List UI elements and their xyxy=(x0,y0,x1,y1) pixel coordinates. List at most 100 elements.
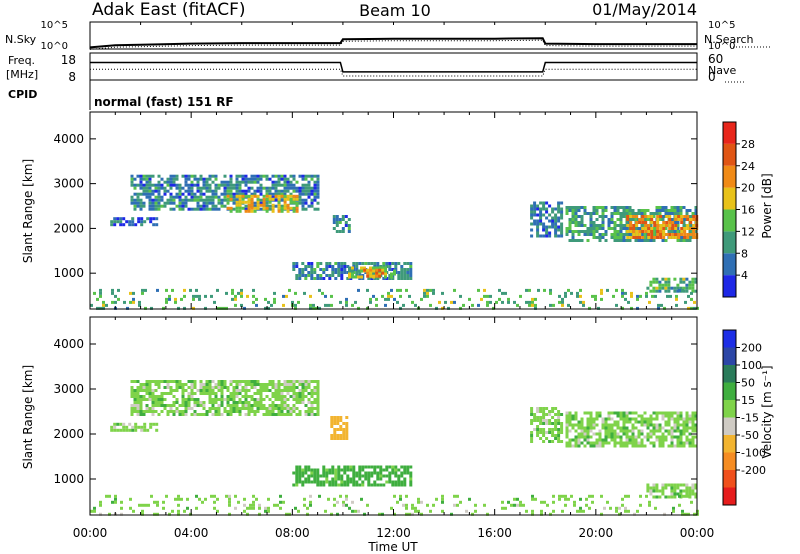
vel-cells-cell xyxy=(688,441,692,445)
power-cells-cell xyxy=(133,204,137,208)
power-cells-cell xyxy=(271,195,275,199)
vel-cells-cell xyxy=(685,429,689,433)
vel-cells-cell xyxy=(583,435,587,439)
power-cells-cell xyxy=(598,206,602,209)
power-cells-cell xyxy=(616,212,620,215)
power-cells-cell xyxy=(692,233,696,236)
vel-cells-cell xyxy=(340,483,344,487)
vel-cells-cell xyxy=(348,506,351,510)
power-cells-cell xyxy=(686,227,690,230)
vel-cells-cell xyxy=(286,383,290,386)
vel-cells-cell xyxy=(193,392,197,395)
vel-cells-cell xyxy=(202,389,206,392)
vel-cells-cell xyxy=(322,480,326,484)
power-cells-cell xyxy=(632,224,636,227)
vel-cells-cell xyxy=(333,431,337,434)
power-cells-cell xyxy=(193,192,197,196)
power-cells-cell xyxy=(271,197,275,201)
vel-cells-cell xyxy=(349,477,353,481)
power-cells-cell xyxy=(548,231,552,235)
velocity-colorbar-tick-label: 100 xyxy=(741,359,762,372)
power-cells-cell xyxy=(583,209,587,212)
vel-cells-cell xyxy=(316,477,320,481)
power-cells-cell xyxy=(208,189,212,193)
power-cells-cell xyxy=(241,192,245,196)
power-cells-cell xyxy=(589,230,593,233)
vel-cells-cell xyxy=(157,380,161,383)
power-cells-cell xyxy=(665,224,669,227)
power-cells-cell xyxy=(341,215,345,218)
vel-cells-cell xyxy=(548,422,552,425)
vel-cells-cell xyxy=(607,414,611,418)
vel-cells-cell xyxy=(328,471,332,475)
power-cells-cell xyxy=(641,215,645,218)
vel-cells-cell xyxy=(376,477,380,481)
power-cells-cell xyxy=(570,291,573,295)
vel-cells-cell xyxy=(667,429,671,433)
vel-cells-cell xyxy=(331,483,335,487)
power-cells-cell xyxy=(295,197,299,201)
power-cells-cell xyxy=(151,204,155,208)
power-cells-cell xyxy=(268,177,272,181)
vel-cells-cell xyxy=(208,386,212,389)
vel-cells-cell xyxy=(286,392,290,395)
power-cells-cell xyxy=(166,189,170,193)
vel-cells-cell xyxy=(295,386,299,389)
vel-cells-cell xyxy=(561,509,564,513)
power-cells-cell xyxy=(235,180,239,184)
power-cells-cell xyxy=(542,222,546,226)
power-cells-cell xyxy=(656,215,660,218)
vel-cells-cell xyxy=(211,389,215,392)
vel-cells-cell xyxy=(373,468,377,472)
power-cells-cell xyxy=(241,189,245,193)
vel-cells-cell xyxy=(649,486,653,490)
vel-cells-cell xyxy=(139,386,143,389)
power-cells-cell xyxy=(187,183,191,187)
power-cells-cell xyxy=(652,212,656,215)
vel-cells-cell xyxy=(316,386,320,389)
power-cells-cell xyxy=(286,183,290,187)
power-cells-cell xyxy=(196,207,200,211)
vel-cells-cell xyxy=(249,503,252,507)
vel-cells-cell xyxy=(417,500,420,504)
power-cells-cell xyxy=(277,180,281,184)
power-cells-cell xyxy=(580,215,584,218)
vel-cells-cell xyxy=(640,432,644,436)
vel-cells-cell xyxy=(565,423,569,427)
power-cells-cell xyxy=(571,218,575,221)
vel-cells-cell xyxy=(652,423,656,427)
power-cells-cell xyxy=(580,206,584,209)
power-cells-cell xyxy=(238,174,242,178)
vel-cells-cell xyxy=(306,512,309,516)
vel-cells-cell xyxy=(533,416,537,419)
vel-cells-cell xyxy=(163,404,167,407)
vel-cells-cell xyxy=(228,500,231,504)
power-cells-cell xyxy=(549,303,552,307)
power-cells-cell xyxy=(133,177,137,181)
power-cells-cell xyxy=(280,204,284,208)
power-cells-cell xyxy=(229,174,233,178)
vel-cells-cell xyxy=(154,410,158,413)
vel-cells-cell xyxy=(136,386,140,389)
power-cells-cell xyxy=(576,291,579,295)
power-cells-cell xyxy=(403,271,407,274)
power-cells-cell xyxy=(132,297,135,301)
vel-cells-cell xyxy=(252,503,255,507)
vel-cells-cell xyxy=(148,398,152,401)
vel-cells-cell xyxy=(262,386,266,389)
power-cells-cell xyxy=(122,217,126,221)
power-cells-cell xyxy=(208,207,212,211)
power-cells-cell xyxy=(372,266,375,270)
power-cells-cell xyxy=(574,209,578,212)
power-cells-cell xyxy=(400,265,404,268)
vel-cells-cell xyxy=(265,383,269,386)
vel-cells-cell xyxy=(216,509,219,513)
power-cells-cell xyxy=(286,194,290,198)
power-cells-cell xyxy=(313,207,317,211)
vel-cells-cell xyxy=(307,386,311,389)
vel-cells-cell xyxy=(405,512,408,516)
power-cells-cell xyxy=(129,291,132,295)
power-cells-cell xyxy=(241,200,245,204)
power-cells-cell xyxy=(670,286,674,290)
